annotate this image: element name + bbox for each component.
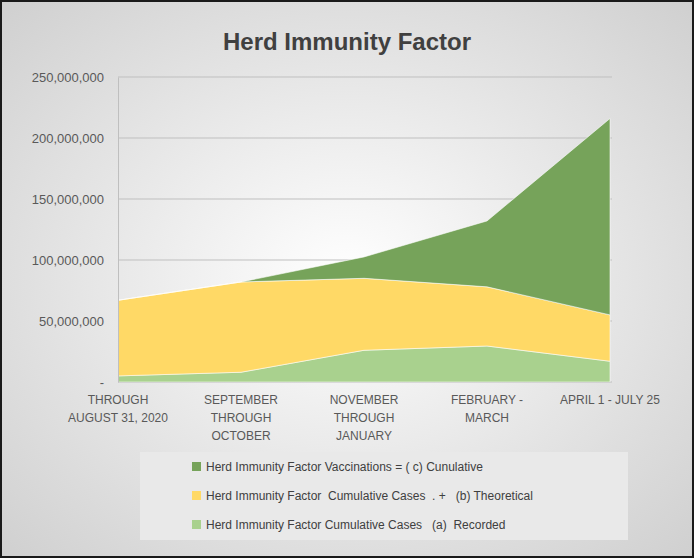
tick-label: APRIL 1 - JULY 25 [560, 393, 660, 407]
chart: Herd Immunity Factor - 50,000,000 100,000,0… [0, 0, 694, 558]
grid-line [118, 77, 612, 78]
tick: - [100, 375, 118, 390]
axis-line [118, 78, 119, 383]
tick-label: 200,000,000 [32, 131, 104, 146]
legend-swatch [192, 462, 201, 471]
tick-label: 150,000,000 [32, 192, 104, 207]
tick: 250,000,000 [32, 70, 118, 85]
tick-label: THROUGHAUGUST 31, 2020 [68, 393, 168, 425]
legend-label: Herd Immunity Factor Vaccinations = ( c)… [206, 460, 483, 474]
x-axis: THROUGHAUGUST 31, 2020 SEPTEMBERTHROUGHOC… [68, 393, 660, 443]
plot-area [118, 118, 610, 382]
legend-box [140, 452, 628, 540]
grid [118, 77, 612, 382]
legend: Herd Immunity Factor Vaccinations = ( c)… [140, 452, 628, 540]
tick-label: 50,000,000 [39, 314, 104, 329]
tick: 150,000,000 [32, 192, 118, 207]
tick-label: - [100, 375, 104, 390]
tick-label: NOVEMBERTHROUGHJANUARY [330, 393, 399, 443]
legend-label: Herd Immunity Factor Cumulative Cases . … [206, 489, 533, 503]
tick-label: FEBRUARY -MARCH [451, 393, 523, 425]
grid-line [118, 138, 612, 139]
legend-swatch [192, 491, 201, 500]
tick: 50,000,000 [39, 314, 118, 329]
tick: 200,000,000 [32, 131, 118, 146]
area [118, 118, 610, 314]
background [1, 1, 693, 557]
tick-label: SEPTEMBERTHROUGHOCTOBER [204, 393, 278, 443]
tick-label: 250,000,000 [32, 70, 104, 85]
tick-label: 100,000,000 [32, 253, 104, 268]
legend-label: Herd Immunity Factor Cumulative Cases (a… [206, 518, 505, 532]
tick: 100,000,000 [32, 253, 118, 268]
legend-swatch [192, 520, 201, 529]
y-axis: - 50,000,000 100,000,000 150,000,000 200,000… [32, 70, 119, 390]
title: Herd Immunity Factor [223, 28, 471, 55]
